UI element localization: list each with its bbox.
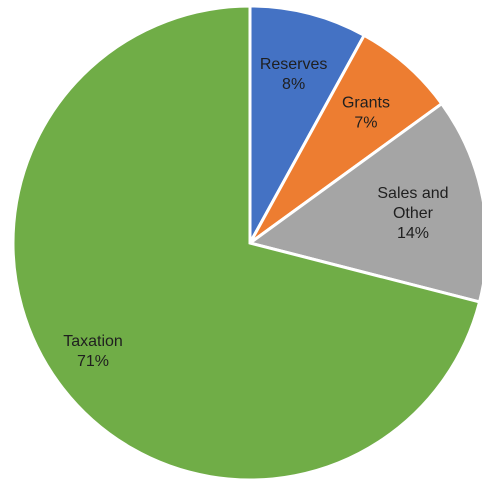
pie-label-text: Sales and xyxy=(377,185,448,202)
pie-label-reserves: Reserves 8% xyxy=(260,56,328,93)
pie-labels: Reserves 8% Grants 7% Sales and Other 14% Taxat… xyxy=(63,56,448,370)
pie-label-grants: Grants 7% xyxy=(342,94,390,131)
pie-label-percent: 71% xyxy=(77,353,109,370)
pie-slice-grants xyxy=(248,33,444,245)
pie-label-text: Other xyxy=(393,205,434,222)
pie-slice-sales-and-other xyxy=(246,101,482,304)
pie-slice-reserves xyxy=(248,4,367,244)
pie-label-taxation: Taxation 71% xyxy=(63,333,123,370)
pie-slice-taxation xyxy=(11,4,482,482)
pie-slices xyxy=(11,4,482,482)
pie-label-text: Taxation xyxy=(63,333,123,350)
pie-label-text: Grants xyxy=(342,94,390,111)
pie-label-text: Reserves xyxy=(260,56,328,73)
pie-label-percent: 8% xyxy=(282,76,305,93)
pie-label-sales-and-other: Sales and Other 14% xyxy=(377,185,448,242)
pie-label-percent: 7% xyxy=(354,114,377,131)
pie-label-percent: 14% xyxy=(397,225,429,242)
